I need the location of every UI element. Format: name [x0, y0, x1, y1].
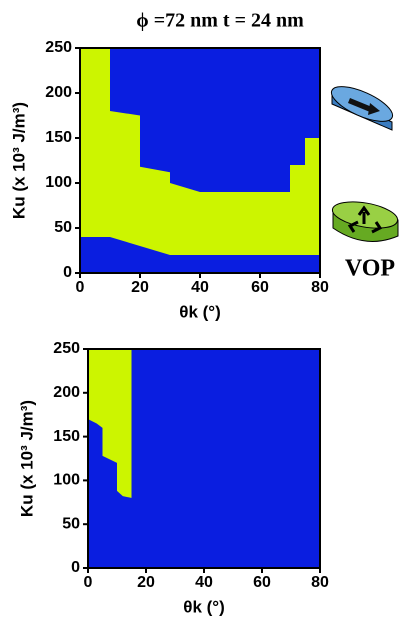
phase-region — [88, 349, 132, 498]
y-tick-label: 50 — [54, 219, 72, 236]
y-tick-label: 0 — [63, 264, 72, 281]
x-tick-label: 0 — [84, 574, 93, 591]
x-axis-label: θk (°) — [179, 302, 221, 321]
x-tick-label: 60 — [251, 279, 269, 296]
x-tick-label: 40 — [195, 574, 213, 591]
y-tick-label: 200 — [45, 84, 72, 101]
chart-title: ϕ =72 nm t = 24 nm — [136, 10, 304, 32]
x-tick-label: 20 — [137, 574, 155, 591]
y-tick-label: 150 — [45, 129, 72, 146]
x-tick-label: 80 — [311, 279, 329, 296]
y-axis-label: Ku (x 10³ J/m³) — [9, 102, 28, 219]
in-plane-icon — [330, 86, 394, 131]
y-axis-label: Ku (x 10³ J/m³) — [17, 400, 36, 517]
x-tick-label: 40 — [191, 279, 209, 296]
phase-region — [88, 349, 320, 568]
vop-icon — [331, 201, 399, 242]
y-tick-label: 100 — [53, 472, 80, 489]
phase-region — [80, 48, 320, 255]
vop-label: VOP — [345, 256, 395, 282]
y-tick-label: 50 — [62, 515, 80, 532]
y-tick-label: 250 — [45, 39, 72, 56]
y-tick-label: 100 — [45, 174, 72, 191]
y-tick-label: 250 — [53, 340, 80, 357]
x-axis-label: θk (°) — [183, 597, 225, 616]
x-tick-label: 80 — [311, 574, 329, 591]
x-tick-label: 60 — [253, 574, 271, 591]
y-tick-label: 200 — [53, 384, 80, 401]
y-tick-label: 0 — [71, 559, 80, 576]
y-tick-label: 150 — [53, 428, 80, 445]
x-tick-label: 0 — [76, 279, 85, 296]
x-tick-label: 20 — [131, 279, 149, 296]
